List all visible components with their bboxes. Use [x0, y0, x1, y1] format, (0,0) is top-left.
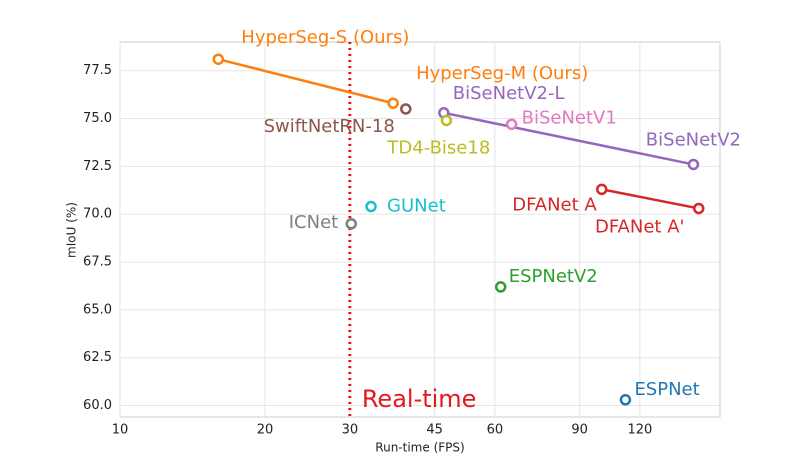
y-axis-label: mIoU (%) [65, 202, 79, 258]
point [440, 114, 453, 127]
x-tick-label: 120 [627, 423, 652, 438]
y-tick-label: 67.5 [83, 255, 112, 270]
point [619, 394, 632, 406]
y-tick-label: 65.0 [83, 302, 112, 317]
point-label: SwiftNetRN-18 [264, 116, 395, 137]
connect-line [443, 111, 694, 166]
x-tick-label: 20 [257, 423, 274, 438]
point-label: BiSeNetV2 [646, 129, 741, 150]
point-label: ESPNet [634, 379, 699, 400]
x-tick-label: 90 [571, 423, 588, 438]
point [494, 281, 507, 293]
point [505, 118, 518, 131]
x-axis-label: Run-time (FPS) [375, 441, 464, 455]
point-label: DFANet A [512, 194, 597, 215]
x-tick-label: 10 [112, 423, 129, 438]
point [212, 53, 225, 65]
real-time-label: Real-time [362, 385, 477, 413]
point [692, 202, 705, 215]
connect-line [218, 58, 394, 105]
y-tick-label: 77.5 [83, 63, 112, 78]
point-label: ESPNetV2 [509, 266, 598, 287]
plot-area [119, 41, 721, 418]
y-tick-label: 72.5 [83, 159, 112, 174]
point-label: HyperSeg-S (Ours) [241, 27, 409, 48]
y-tick-label: 70.0 [83, 207, 112, 222]
point [345, 218, 357, 230]
point [387, 97, 399, 109]
point-label: DFANet A' [595, 216, 684, 237]
point [365, 200, 377, 213]
x-tick-label: 30 [342, 423, 359, 438]
y-tick-label: 62.5 [83, 350, 112, 365]
point-label: HyperSeg-M (Ours) [416, 63, 588, 84]
point [595, 183, 608, 196]
point-label: GUNet [387, 196, 446, 217]
y-tick-label: 75.0 [83, 111, 112, 126]
x-tick-label: 60 [487, 423, 504, 438]
point-label: BiSeNetV1 [522, 107, 617, 128]
point-label: ICNet [289, 212, 338, 233]
point-label: TD4-Bise18 [386, 137, 490, 158]
connect-line [601, 188, 699, 210]
point [400, 103, 412, 115]
x-tick-label: 45 [426, 423, 443, 438]
y-tick-label: 60.0 [83, 398, 112, 413]
point-label: BiSeNetV2-L [453, 83, 565, 104]
point [687, 158, 700, 171]
